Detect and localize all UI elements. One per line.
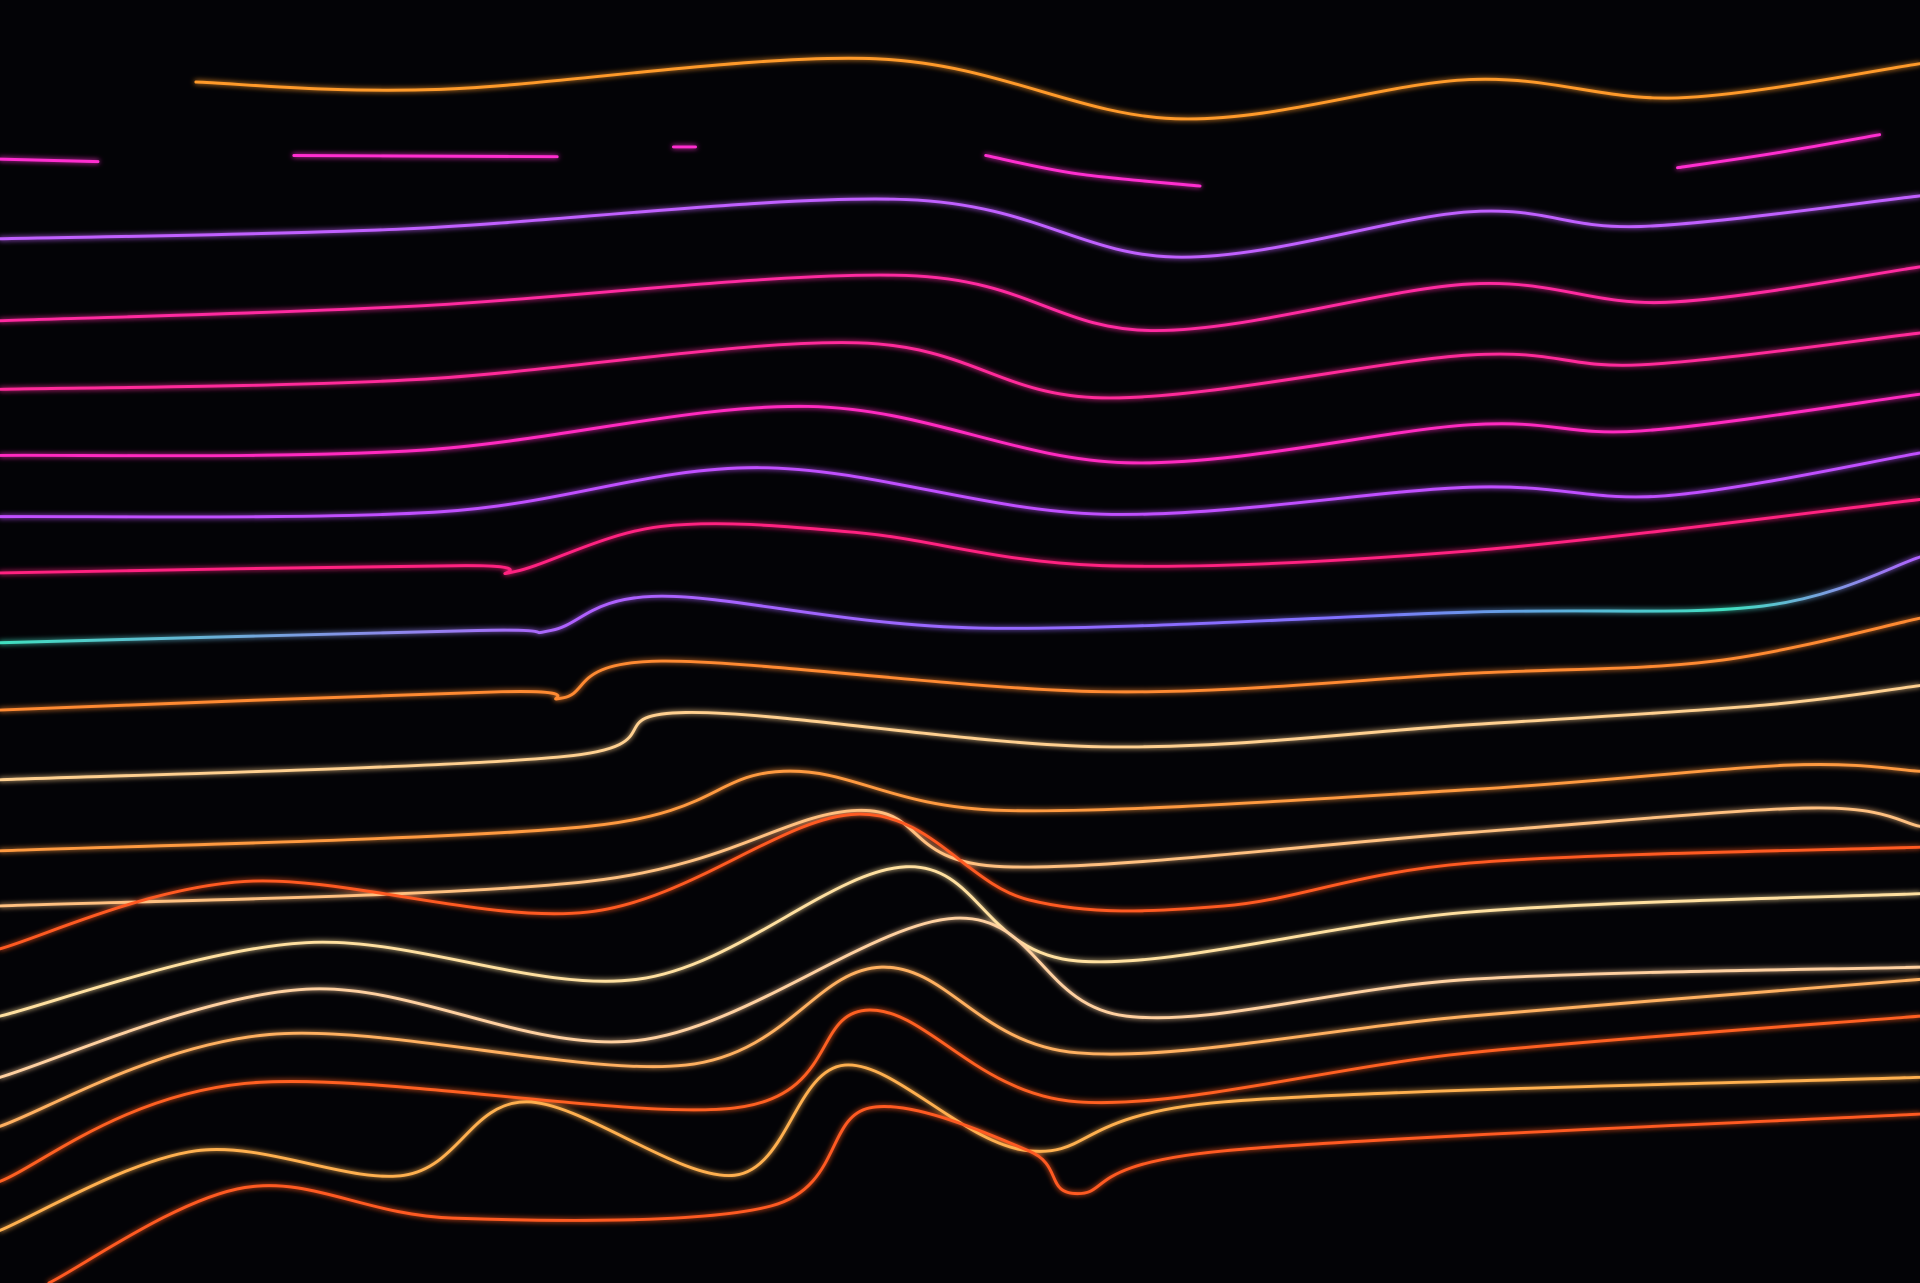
- light-trail: [0, 865, 1920, 1018]
- light-trail: [0, 916, 1920, 1079]
- light-trail: [0, 1008, 1920, 1183]
- light-trail: [0, 194, 1920, 259]
- light-trail: [0, 965, 1920, 1128]
- light-trail: [0, 157, 100, 164]
- light-trail: [0, 555, 1920, 645]
- light-trail: [292, 154, 559, 159]
- light-trail: [0, 451, 1920, 519]
- light-trail: [0, 616, 1920, 712]
- light-trail: [0, 812, 1920, 951]
- light-trail: [0, 392, 1920, 465]
- light-trail: [0, 265, 1920, 333]
- light-trail: [0, 498, 1920, 576]
- light-trail: [194, 56, 1920, 121]
- light-trail: [0, 806, 1920, 908]
- light-trails: [0, 56, 1920, 1283]
- light-trail: [0, 684, 1920, 782]
- light-trail: [0, 1063, 1920, 1232]
- light-trail: [47, 1105, 1920, 1283]
- light-trail: [0, 762, 1920, 853]
- light-trail: [0, 331, 1920, 400]
- light-trail: [1676, 133, 1882, 170]
- light-trail: [984, 154, 1202, 188]
